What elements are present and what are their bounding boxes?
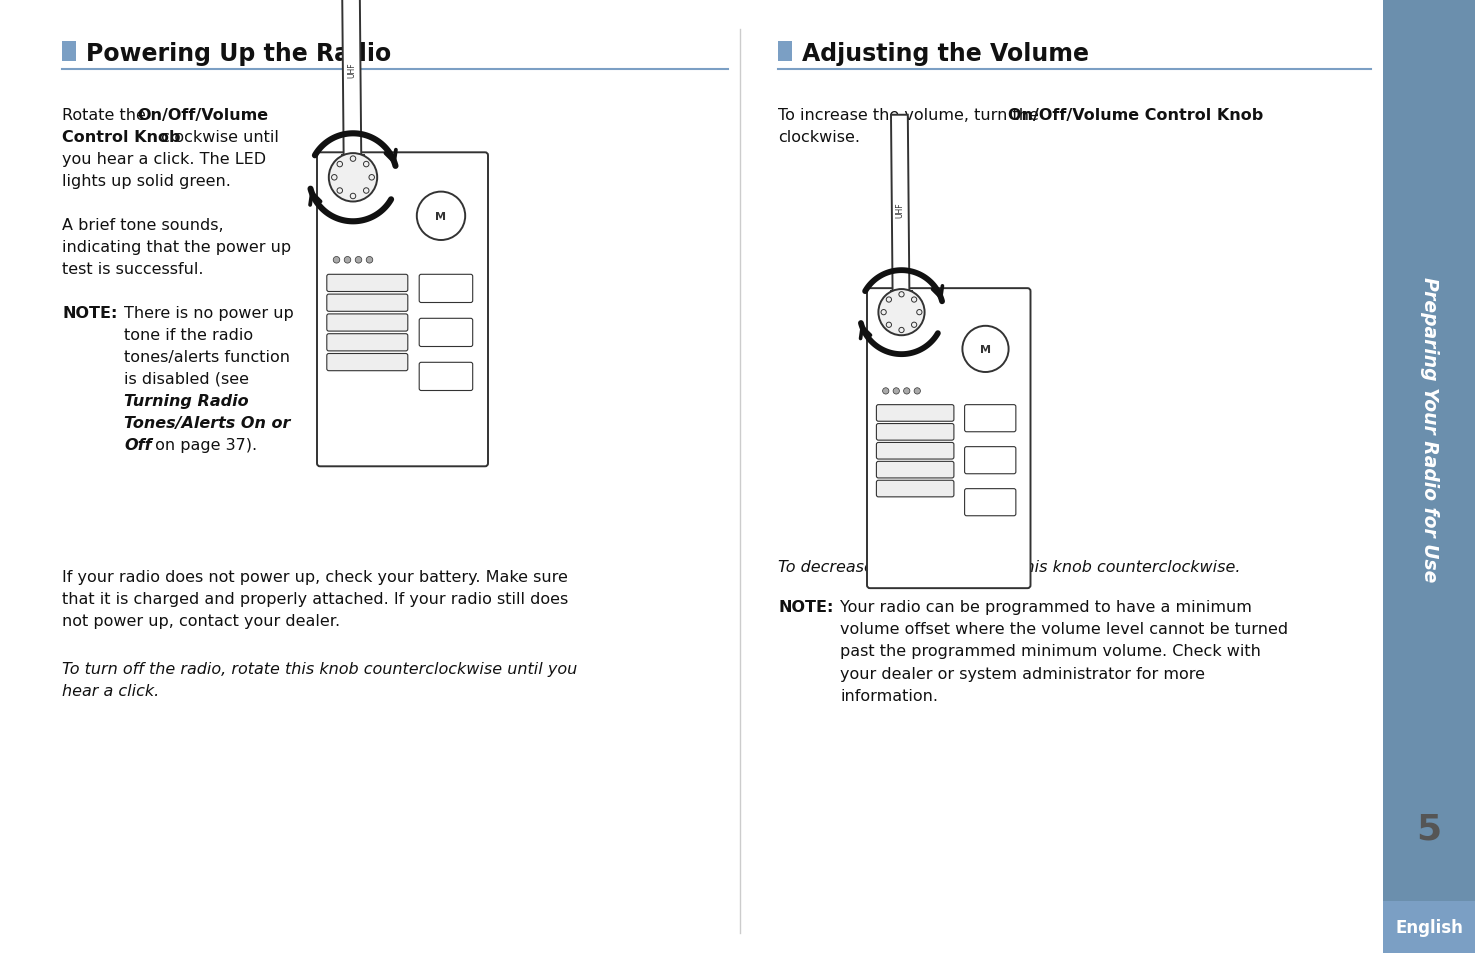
FancyBboxPatch shape — [876, 405, 954, 422]
Circle shape — [898, 328, 904, 334]
Circle shape — [962, 327, 1009, 373]
Text: M: M — [979, 345, 991, 355]
FancyBboxPatch shape — [1384, 901, 1475, 953]
Text: tone if the radio: tone if the radio — [124, 328, 254, 343]
Text: English: English — [1395, 918, 1463, 936]
Text: Powering Up the Radio: Powering Up the Radio — [86, 42, 391, 66]
Text: Control Knob: Control Knob — [62, 130, 180, 145]
Text: On/Off/Volume: On/Off/Volume — [137, 108, 268, 123]
FancyBboxPatch shape — [342, 156, 364, 170]
Text: UHF: UHF — [895, 202, 904, 218]
FancyBboxPatch shape — [327, 294, 407, 312]
FancyBboxPatch shape — [327, 355, 407, 372]
Text: To decrease the volume, turn this knob counterclockwise.: To decrease the volume, turn this knob c… — [777, 559, 1240, 575]
Circle shape — [886, 297, 891, 303]
Text: Turning Radio: Turning Radio — [124, 394, 249, 409]
Text: is disabled (see: is disabled (see — [124, 372, 249, 387]
Circle shape — [898, 293, 904, 297]
Text: clockwise until: clockwise until — [156, 130, 279, 145]
Circle shape — [912, 297, 917, 303]
FancyBboxPatch shape — [876, 443, 954, 459]
FancyBboxPatch shape — [419, 319, 472, 347]
Circle shape — [917, 310, 922, 315]
FancyBboxPatch shape — [965, 447, 1016, 475]
Text: tones/alerts function: tones/alerts function — [124, 350, 291, 365]
Circle shape — [350, 194, 355, 199]
Text: Preparing Your Radio for Use: Preparing Your Radio for Use — [1419, 276, 1438, 581]
FancyBboxPatch shape — [891, 292, 912, 304]
Text: clockwise.: clockwise. — [777, 130, 860, 145]
Text: 5: 5 — [1416, 812, 1441, 846]
Text: UHF: UHF — [347, 63, 355, 78]
Text: Your radio can be programmed to have a minimum
volume offset where the volume le: Your radio can be programmed to have a m… — [839, 599, 1288, 703]
Text: To turn off the radio, rotate this knob counterclockwise until you
hear a click.: To turn off the radio, rotate this knob … — [62, 661, 577, 699]
Polygon shape — [891, 115, 910, 304]
Circle shape — [369, 175, 375, 181]
FancyBboxPatch shape — [777, 42, 792, 62]
Text: To increase the volume, turn the: To increase the volume, turn the — [777, 108, 1044, 123]
Circle shape — [881, 310, 886, 315]
Circle shape — [355, 257, 361, 264]
Circle shape — [417, 193, 465, 241]
Circle shape — [329, 154, 378, 202]
FancyBboxPatch shape — [419, 275, 472, 303]
FancyBboxPatch shape — [876, 480, 954, 497]
Circle shape — [892, 388, 900, 395]
Text: NOTE:: NOTE: — [62, 306, 118, 320]
Circle shape — [344, 257, 351, 264]
FancyBboxPatch shape — [327, 275, 407, 293]
Circle shape — [363, 189, 369, 194]
Polygon shape — [342, 0, 361, 170]
Text: On/Off/Volume Control Knob: On/Off/Volume Control Knob — [1007, 108, 1263, 123]
Circle shape — [336, 189, 342, 194]
FancyBboxPatch shape — [876, 462, 954, 478]
Circle shape — [332, 175, 338, 181]
Circle shape — [879, 290, 925, 335]
Text: Adjusting the Volume: Adjusting the Volume — [802, 42, 1089, 66]
Text: test is successful.: test is successful. — [62, 262, 204, 276]
Circle shape — [904, 388, 910, 395]
FancyBboxPatch shape — [965, 405, 1016, 433]
FancyBboxPatch shape — [1384, 0, 1475, 953]
Text: NOTE:: NOTE: — [777, 599, 833, 615]
Text: A brief tone sounds,: A brief tone sounds, — [62, 218, 224, 233]
FancyBboxPatch shape — [327, 335, 407, 352]
FancyBboxPatch shape — [327, 314, 407, 332]
Text: lights up solid green.: lights up solid green. — [62, 173, 232, 189]
FancyBboxPatch shape — [867, 289, 1031, 589]
Circle shape — [363, 162, 369, 168]
FancyBboxPatch shape — [419, 363, 472, 391]
Circle shape — [912, 323, 917, 328]
Text: Off: Off — [124, 437, 152, 453]
Circle shape — [366, 257, 373, 264]
Text: If your radio does not power up, check your battery. Make sure
that it is charge: If your radio does not power up, check y… — [62, 569, 568, 629]
Circle shape — [333, 257, 339, 264]
Circle shape — [914, 388, 920, 395]
Circle shape — [882, 388, 889, 395]
Circle shape — [336, 162, 342, 168]
Text: Tones/Alerts On or: Tones/Alerts On or — [124, 416, 291, 431]
Text: on page 37).: on page 37). — [150, 437, 257, 453]
FancyBboxPatch shape — [317, 153, 488, 467]
Text: you hear a click. The LED: you hear a click. The LED — [62, 152, 266, 167]
FancyBboxPatch shape — [62, 42, 77, 62]
Circle shape — [886, 323, 891, 328]
Text: There is no power up: There is no power up — [124, 306, 294, 320]
FancyBboxPatch shape — [876, 424, 954, 440]
FancyBboxPatch shape — [965, 489, 1016, 517]
Text: M: M — [435, 212, 447, 221]
Text: indicating that the power up: indicating that the power up — [62, 240, 291, 254]
Circle shape — [350, 156, 355, 162]
Text: Rotate the: Rotate the — [62, 108, 150, 123]
